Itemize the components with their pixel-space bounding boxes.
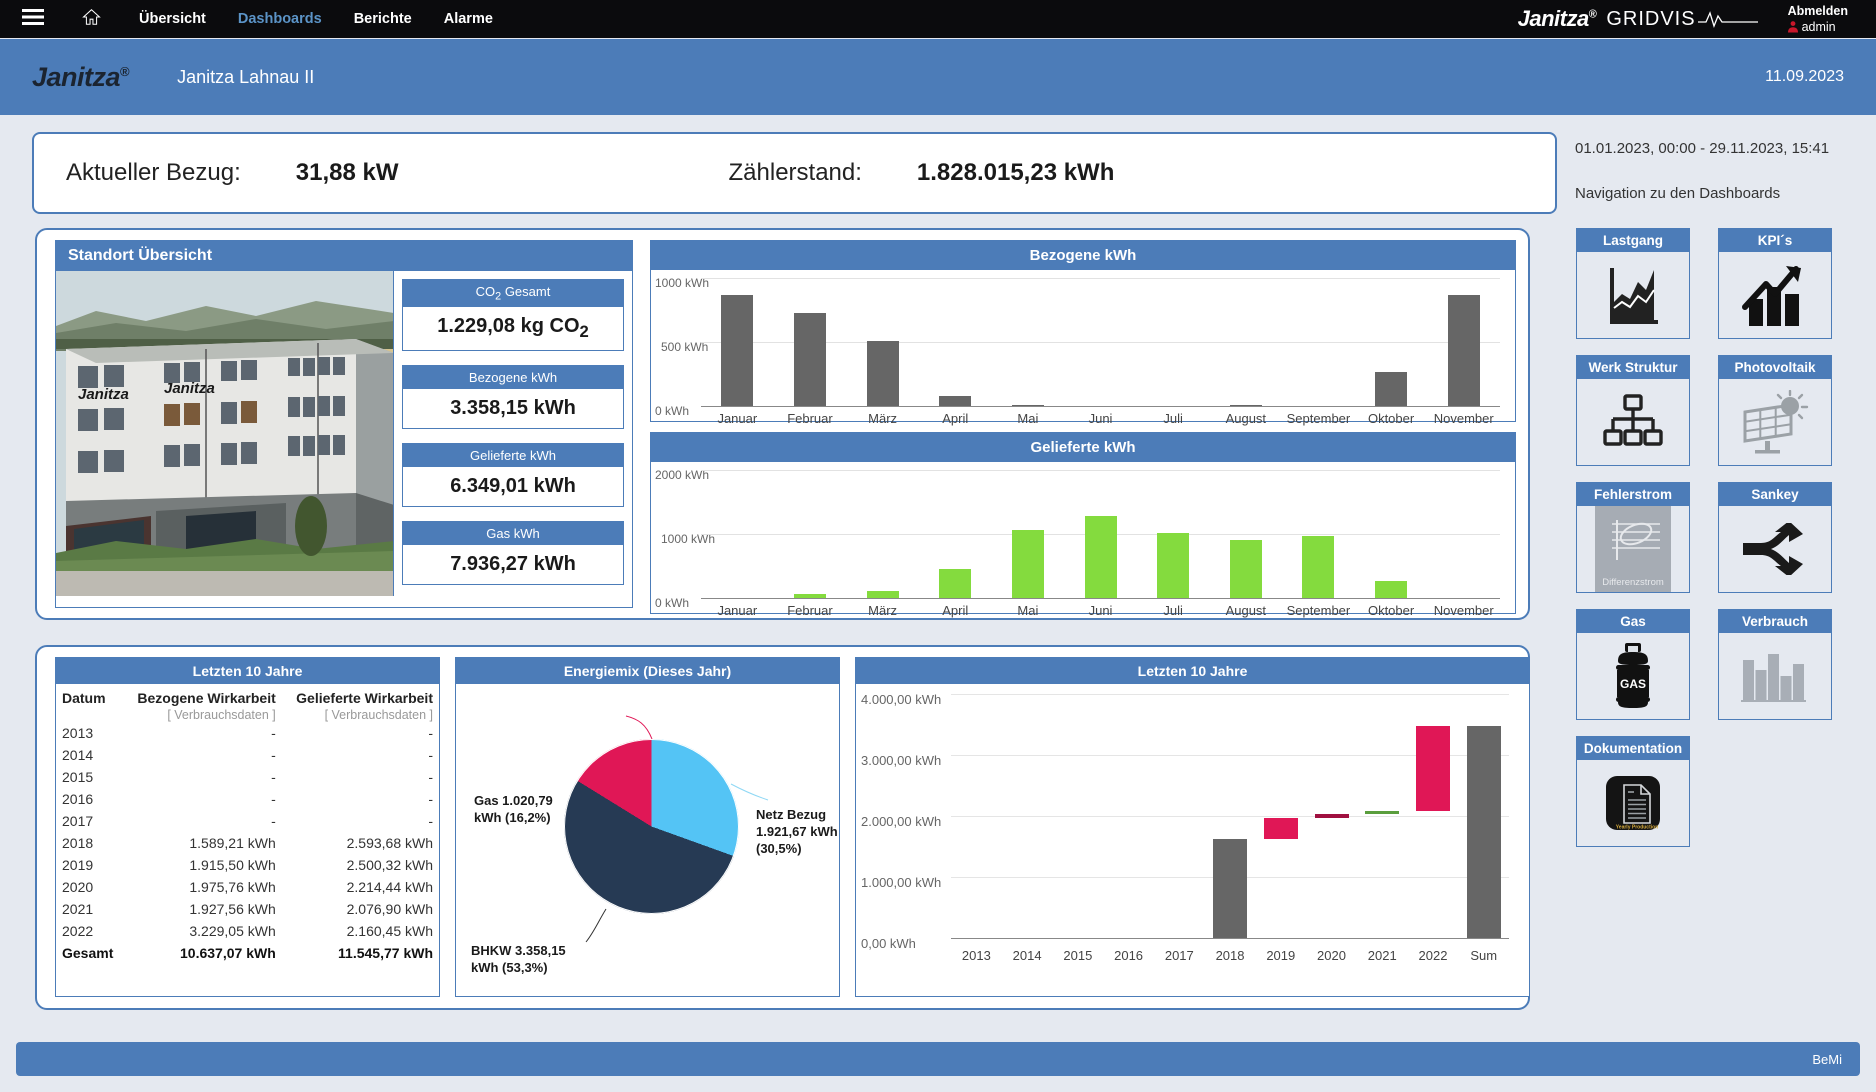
svg-text:GAS: GAS [1620, 677, 1646, 691]
svg-text:Yearly Production: Yearly Production [1616, 825, 1659, 831]
svg-text:Janitza: Janitza [164, 380, 215, 397]
svg-text:Janitza: Janitza [78, 386, 129, 403]
